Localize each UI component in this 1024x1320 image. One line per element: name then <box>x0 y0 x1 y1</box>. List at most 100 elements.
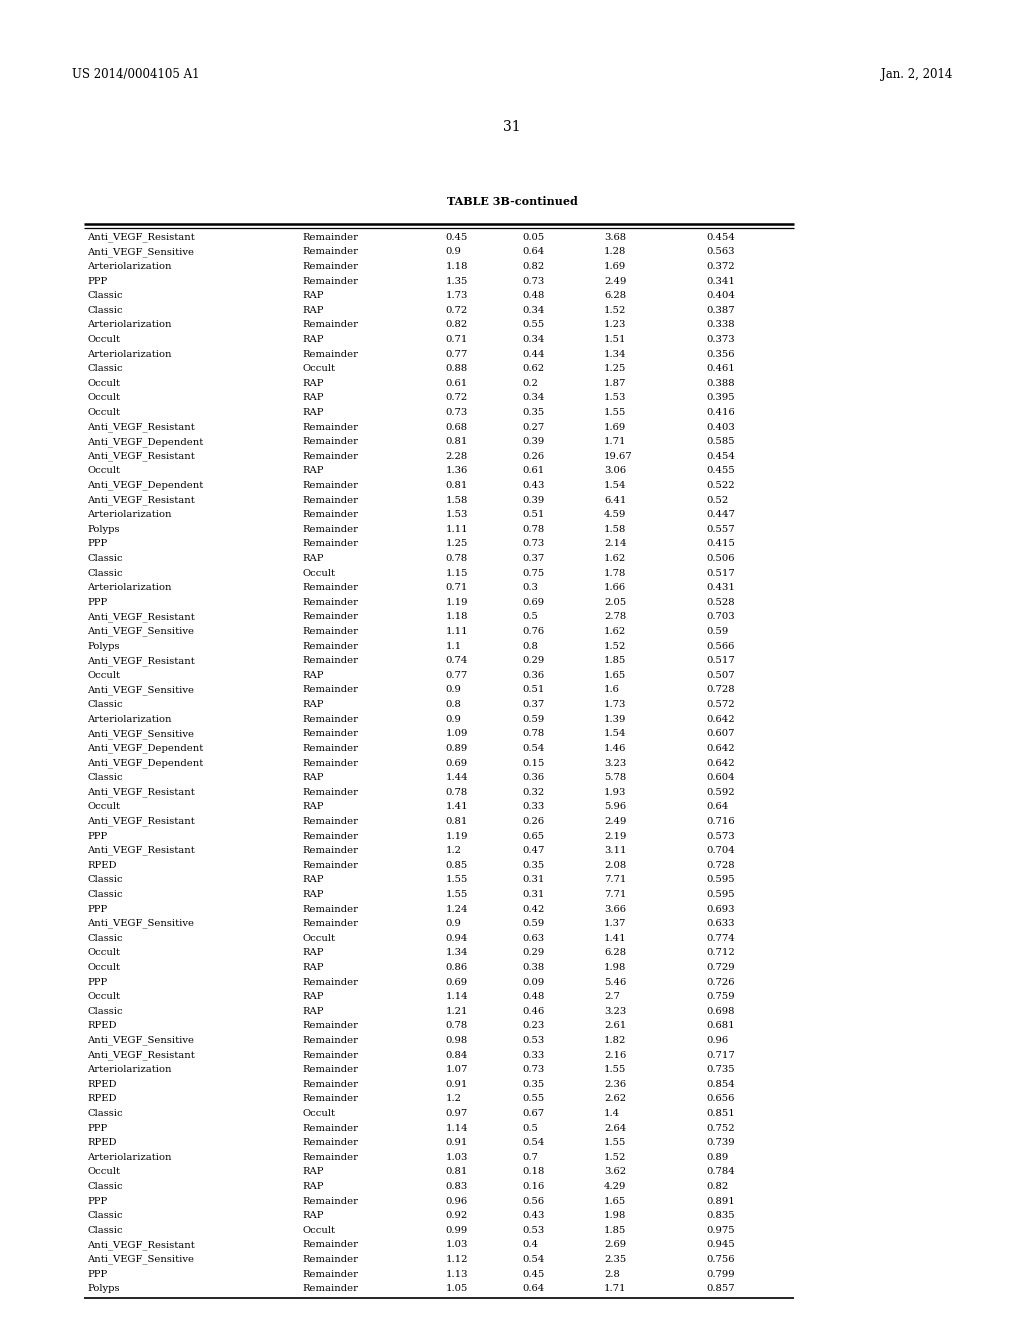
Text: 0.37: 0.37 <box>522 700 545 709</box>
Text: Classic: Classic <box>87 890 123 899</box>
Text: Occult: Occult <box>87 993 120 1001</box>
Text: 6.28: 6.28 <box>604 948 627 957</box>
Text: RAP: RAP <box>302 890 324 899</box>
Text: Remainder: Remainder <box>302 904 358 913</box>
Text: 0.48: 0.48 <box>522 993 545 1001</box>
Text: 2.36: 2.36 <box>604 1080 627 1089</box>
Text: 0.607: 0.607 <box>707 729 735 738</box>
Text: Remainder: Remainder <box>302 540 358 548</box>
Text: 0.43: 0.43 <box>522 480 545 490</box>
Text: 0.461: 0.461 <box>707 364 735 374</box>
Text: 0.78: 0.78 <box>522 729 545 738</box>
Text: 1.18: 1.18 <box>445 261 468 271</box>
Text: Remainder: Remainder <box>302 247 358 256</box>
Text: 1.46: 1.46 <box>604 744 627 752</box>
Text: 1.6: 1.6 <box>604 685 621 694</box>
Text: 0.356: 0.356 <box>707 350 735 359</box>
Text: RAP: RAP <box>302 292 324 300</box>
Text: Anti_VEGF_Sensitive: Anti_VEGF_Sensitive <box>87 627 194 636</box>
Text: 1.2: 1.2 <box>445 1094 462 1104</box>
Text: Remainder: Remainder <box>302 525 358 533</box>
Text: 0.975: 0.975 <box>707 1226 735 1234</box>
Text: 0.16: 0.16 <box>522 1181 545 1191</box>
Text: RAP: RAP <box>302 803 324 812</box>
Text: 0.98: 0.98 <box>445 1036 468 1045</box>
Text: 0.63: 0.63 <box>522 933 545 942</box>
Text: 0.585: 0.585 <box>707 437 735 446</box>
Text: 3.23: 3.23 <box>604 759 627 767</box>
Text: 0.82: 0.82 <box>522 261 545 271</box>
Text: 2.61: 2.61 <box>604 1022 627 1031</box>
Text: 0.18: 0.18 <box>522 1167 545 1176</box>
Text: Remainder: Remainder <box>302 1094 358 1104</box>
Text: 1.37: 1.37 <box>604 919 627 928</box>
Text: 0.506: 0.506 <box>707 554 735 564</box>
Text: Remainder: Remainder <box>302 714 358 723</box>
Text: Remainder: Remainder <box>302 788 358 797</box>
Text: 2.49: 2.49 <box>604 277 627 285</box>
Text: 0.09: 0.09 <box>522 978 545 986</box>
Text: Arteriolarization: Arteriolarization <box>87 1065 172 1074</box>
Text: Remainder: Remainder <box>302 729 358 738</box>
Text: 7.71: 7.71 <box>604 875 627 884</box>
Text: Occult: Occult <box>302 1226 335 1234</box>
Text: 0.739: 0.739 <box>707 1138 735 1147</box>
Text: RAP: RAP <box>302 1167 324 1176</box>
Text: Remainder: Remainder <box>302 350 358 359</box>
Text: Anti_VEGF_Sensitive: Anti_VEGF_Sensitive <box>87 1036 194 1045</box>
Text: 0.395: 0.395 <box>707 393 735 403</box>
Text: 0.53: 0.53 <box>522 1036 545 1045</box>
Text: Classic: Classic <box>87 933 123 942</box>
Text: 31: 31 <box>503 120 521 135</box>
Text: Remainder: Remainder <box>302 480 358 490</box>
Text: 0.82: 0.82 <box>445 321 468 330</box>
Text: Classic: Classic <box>87 292 123 300</box>
Text: Occult: Occult <box>87 335 120 345</box>
Text: Anti_VEGF_Dependent: Anti_VEGF_Dependent <box>87 437 204 446</box>
Text: Classic: Classic <box>87 306 123 314</box>
Text: 0.3: 0.3 <box>522 583 539 593</box>
Text: 0.53: 0.53 <box>522 1226 545 1234</box>
Text: 1.66: 1.66 <box>604 583 627 593</box>
Text: Occult: Occult <box>302 933 335 942</box>
Text: 1.1: 1.1 <box>445 642 462 651</box>
Text: Classic: Classic <box>87 875 123 884</box>
Text: 0.45: 0.45 <box>522 1270 545 1279</box>
Text: 0.35: 0.35 <box>522 861 545 870</box>
Text: 0.566: 0.566 <box>707 642 735 651</box>
Text: 0.55: 0.55 <box>522 1094 545 1104</box>
Text: 0.97: 0.97 <box>445 1109 468 1118</box>
Text: 0.33: 0.33 <box>522 803 545 812</box>
Text: 0.595: 0.595 <box>707 890 735 899</box>
Text: 0.64: 0.64 <box>707 803 729 812</box>
Text: 0.857: 0.857 <box>707 1284 735 1294</box>
Text: RPED: RPED <box>87 1138 117 1147</box>
Text: 1.18: 1.18 <box>445 612 468 622</box>
Text: 0.338: 0.338 <box>707 321 735 330</box>
Text: 3.66: 3.66 <box>604 904 626 913</box>
Text: 1.85: 1.85 <box>604 656 627 665</box>
Text: RAP: RAP <box>302 671 324 680</box>
Text: Remainder: Remainder <box>302 232 358 242</box>
Text: Anti_VEGF_Sensitive: Anti_VEGF_Sensitive <box>87 685 194 694</box>
Text: 0.34: 0.34 <box>522 335 545 345</box>
Text: 0.76: 0.76 <box>522 627 545 636</box>
Text: 1.11: 1.11 <box>445 627 468 636</box>
Text: 0.404: 0.404 <box>707 292 735 300</box>
Text: 0.51: 0.51 <box>522 511 545 519</box>
Text: 0.72: 0.72 <box>445 393 468 403</box>
Text: 0.33: 0.33 <box>522 1051 545 1060</box>
Text: Remainder: Remainder <box>302 1065 358 1074</box>
Text: 0.729: 0.729 <box>707 962 735 972</box>
Text: Classic: Classic <box>87 1007 123 1016</box>
Text: 0.55: 0.55 <box>522 321 545 330</box>
Text: Remainder: Remainder <box>302 846 358 855</box>
Text: PPP: PPP <box>87 540 108 548</box>
Text: Remainder: Remainder <box>302 744 358 752</box>
Text: Occult: Occult <box>87 393 120 403</box>
Text: 0.642: 0.642 <box>707 714 735 723</box>
Text: 0.517: 0.517 <box>707 569 735 578</box>
Text: 2.49: 2.49 <box>604 817 627 826</box>
Text: 1.93: 1.93 <box>604 788 627 797</box>
Text: 0.64: 0.64 <box>522 1284 545 1294</box>
